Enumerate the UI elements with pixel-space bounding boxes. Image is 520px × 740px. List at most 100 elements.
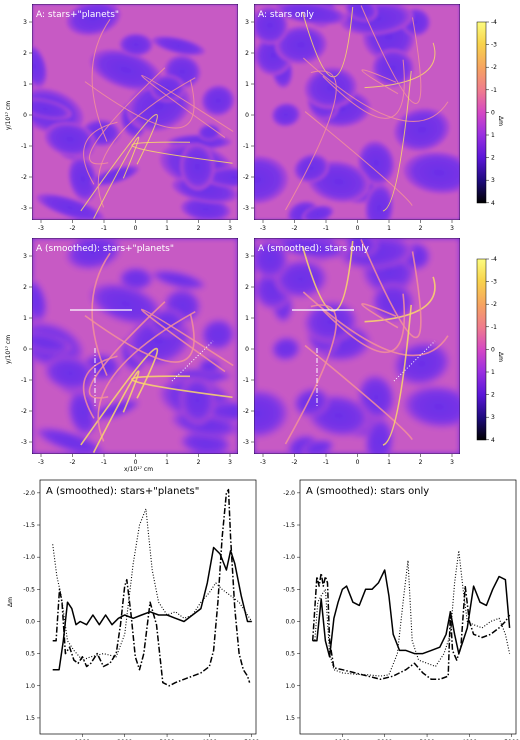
colorbar-tick-label: 3 bbox=[491, 177, 495, 184]
light-curve-chart-2: A (smoothed): stars only1000200030004000… bbox=[283, 479, 520, 740]
map-y-tick-label: 2 bbox=[245, 50, 249, 57]
map-x-tick-label: 3 bbox=[228, 225, 232, 232]
chart-title: A (smoothed): stars+"planets" bbox=[46, 486, 199, 497]
colorbar-bottom: -4 -3 -2 -1 0 1 2 3 4 Δm bbox=[476, 256, 504, 444]
map-x-tick-label: 1 bbox=[387, 459, 391, 466]
series-solid bbox=[312, 569, 511, 658]
y-tick-label: 0.0 bbox=[25, 618, 35, 625]
series-dashdot bbox=[311, 572, 511, 681]
map-y-tick-label: -2 bbox=[243, 408, 249, 415]
map-y-tick-label: 0 bbox=[23, 346, 27, 353]
map-y-tick-label: -3 bbox=[21, 439, 27, 446]
map-y-tick-label: -1 bbox=[21, 143, 27, 150]
track-dotted bbox=[171, 340, 214, 382]
map-x-tick-label: 1 bbox=[165, 225, 169, 232]
chart-frame bbox=[39, 479, 257, 735]
map-x-tick-label: -2 bbox=[70, 459, 76, 466]
map-x-tick-label: -2 bbox=[70, 225, 76, 232]
y-tick-label: -0.5 bbox=[23, 586, 35, 593]
map-x-tick-label: 2 bbox=[419, 459, 423, 466]
light-curve-chart-1: A (smoothed): stars+"planets"10002000300… bbox=[7, 479, 260, 740]
map-panel-1 bbox=[32, 4, 238, 220]
map-y-tick-label: 2 bbox=[23, 284, 27, 291]
y-tick-label: 1.0 bbox=[25, 683, 35, 690]
map-x-tick-label: 2 bbox=[419, 225, 423, 232]
y-tick-label: -1.5 bbox=[23, 522, 35, 529]
y-tick-label: 0.5 bbox=[285, 651, 295, 658]
light-curves: A (smoothed): stars+"planets"10002000300… bbox=[7, 479, 520, 740]
map-y-tick-label: -2 bbox=[243, 174, 249, 181]
colorbar-tick-label: 2 bbox=[491, 155, 495, 162]
y-tick-label: -0.5 bbox=[283, 586, 295, 593]
y-tick-label: -1.5 bbox=[283, 522, 295, 529]
colorbar-tick-label: -4 bbox=[491, 256, 497, 263]
map-panel-4 bbox=[254, 238, 460, 454]
map-y-tick-label: 3 bbox=[23, 253, 27, 260]
colorbar-tick-label: -1 bbox=[491, 87, 497, 94]
map-xlabel: x/10¹⁷ cm bbox=[124, 466, 153, 473]
colorbar-tick-label: 3 bbox=[491, 414, 495, 421]
map-x-tick-label: 1 bbox=[387, 225, 391, 232]
track-dotted bbox=[393, 340, 436, 382]
y-tick-label: -1.0 bbox=[23, 554, 35, 561]
map-x-tick-label: 1 bbox=[165, 459, 169, 466]
map-y-tick-label: -1 bbox=[243, 143, 249, 150]
colorbar-tick-label: -3 bbox=[491, 42, 497, 49]
map-y-tick-label: 1 bbox=[245, 81, 249, 88]
colorbar-tick-label: 1 bbox=[491, 132, 495, 139]
map-x-tick-label: -1 bbox=[323, 225, 329, 232]
map-y-tick-label: 1 bbox=[23, 315, 27, 322]
map-y-tick-label: 3 bbox=[245, 253, 249, 260]
colorbar-tick-label: -3 bbox=[491, 279, 497, 286]
map-y-tick-label: -1 bbox=[21, 377, 27, 384]
colorbar-top-label: Δm bbox=[497, 116, 504, 126]
series-solid bbox=[52, 546, 252, 671]
map-x-tick-label: 3 bbox=[450, 225, 454, 232]
map-y-tick-label: -2 bbox=[21, 408, 27, 415]
map-panel-title: A: stars only bbox=[258, 10, 315, 20]
y-tick-label: 1.5 bbox=[25, 715, 35, 722]
map-y-tick-label: -3 bbox=[243, 205, 249, 212]
y-tick-label: -2.0 bbox=[283, 490, 295, 497]
series-dotted bbox=[52, 508, 253, 661]
map-y-tick-label: 2 bbox=[245, 284, 249, 291]
map-y-tick-label: 3 bbox=[23, 19, 27, 26]
y-tick-label: -1.0 bbox=[283, 554, 295, 561]
map-x-tick-label: 0 bbox=[134, 459, 138, 466]
colorbar-tick-label: -4 bbox=[491, 19, 497, 26]
colorbar-tick-label: 2 bbox=[491, 392, 495, 399]
map-x-tick-label: -2 bbox=[292, 225, 298, 232]
map-panel-3 bbox=[32, 238, 238, 454]
colorbar-tick-label: 0 bbox=[491, 109, 495, 116]
map-x-tick-label: -2 bbox=[292, 459, 298, 466]
map-x-tick-label: 0 bbox=[356, 459, 360, 466]
colorbar-tick-label: 4 bbox=[491, 437, 495, 444]
map-x-tick-label: -3 bbox=[260, 225, 266, 232]
magnification-maps: A: stars+"planets" -3 -2 -1 0 1 2 3 3 2 1 0 -1 -2 -3 A:… bbox=[21, 4, 460, 466]
chart-title: A (smoothed): stars only bbox=[306, 486, 429, 497]
map-y-tick-label: -3 bbox=[243, 439, 249, 446]
map-y-tick-label: -3 bbox=[21, 205, 27, 212]
map-y-tick-label: 0 bbox=[245, 112, 249, 119]
map-x-tick-label: 3 bbox=[228, 459, 232, 466]
colorbar-tick-label: -1 bbox=[491, 324, 497, 331]
map-x-tick-label: 0 bbox=[356, 225, 360, 232]
map-panel-title: A: stars+"planets" bbox=[36, 10, 119, 20]
colorbar-tick-label: 0 bbox=[491, 346, 495, 353]
map-ylabel-bottom: y/10¹⁷ cm bbox=[5, 335, 12, 364]
map-panel-2 bbox=[254, 4, 460, 220]
series-dotted bbox=[312, 550, 511, 677]
chart-frame bbox=[299, 479, 517, 735]
map-y-tick-label: 2 bbox=[23, 50, 27, 57]
colorbar-bottom-label: Δm bbox=[497, 352, 504, 362]
map-panel-title: A (smoothed): stars+"planets" bbox=[36, 244, 174, 254]
colorbar-tick-label: 4 bbox=[491, 200, 495, 207]
chart-ylabel: Δm bbox=[7, 597, 14, 607]
colorbar-tick-label: 1 bbox=[491, 369, 495, 376]
colorbar-top: -4 -3 -2 -1 0 1 2 3 4 Δm bbox=[476, 19, 504, 207]
map-ylabel-top: y/10¹⁷ cm bbox=[5, 101, 12, 130]
map-x-tick-label: -3 bbox=[38, 459, 44, 466]
y-tick-label: 0.0 bbox=[285, 618, 295, 625]
y-tick-label: 0.5 bbox=[25, 651, 35, 658]
